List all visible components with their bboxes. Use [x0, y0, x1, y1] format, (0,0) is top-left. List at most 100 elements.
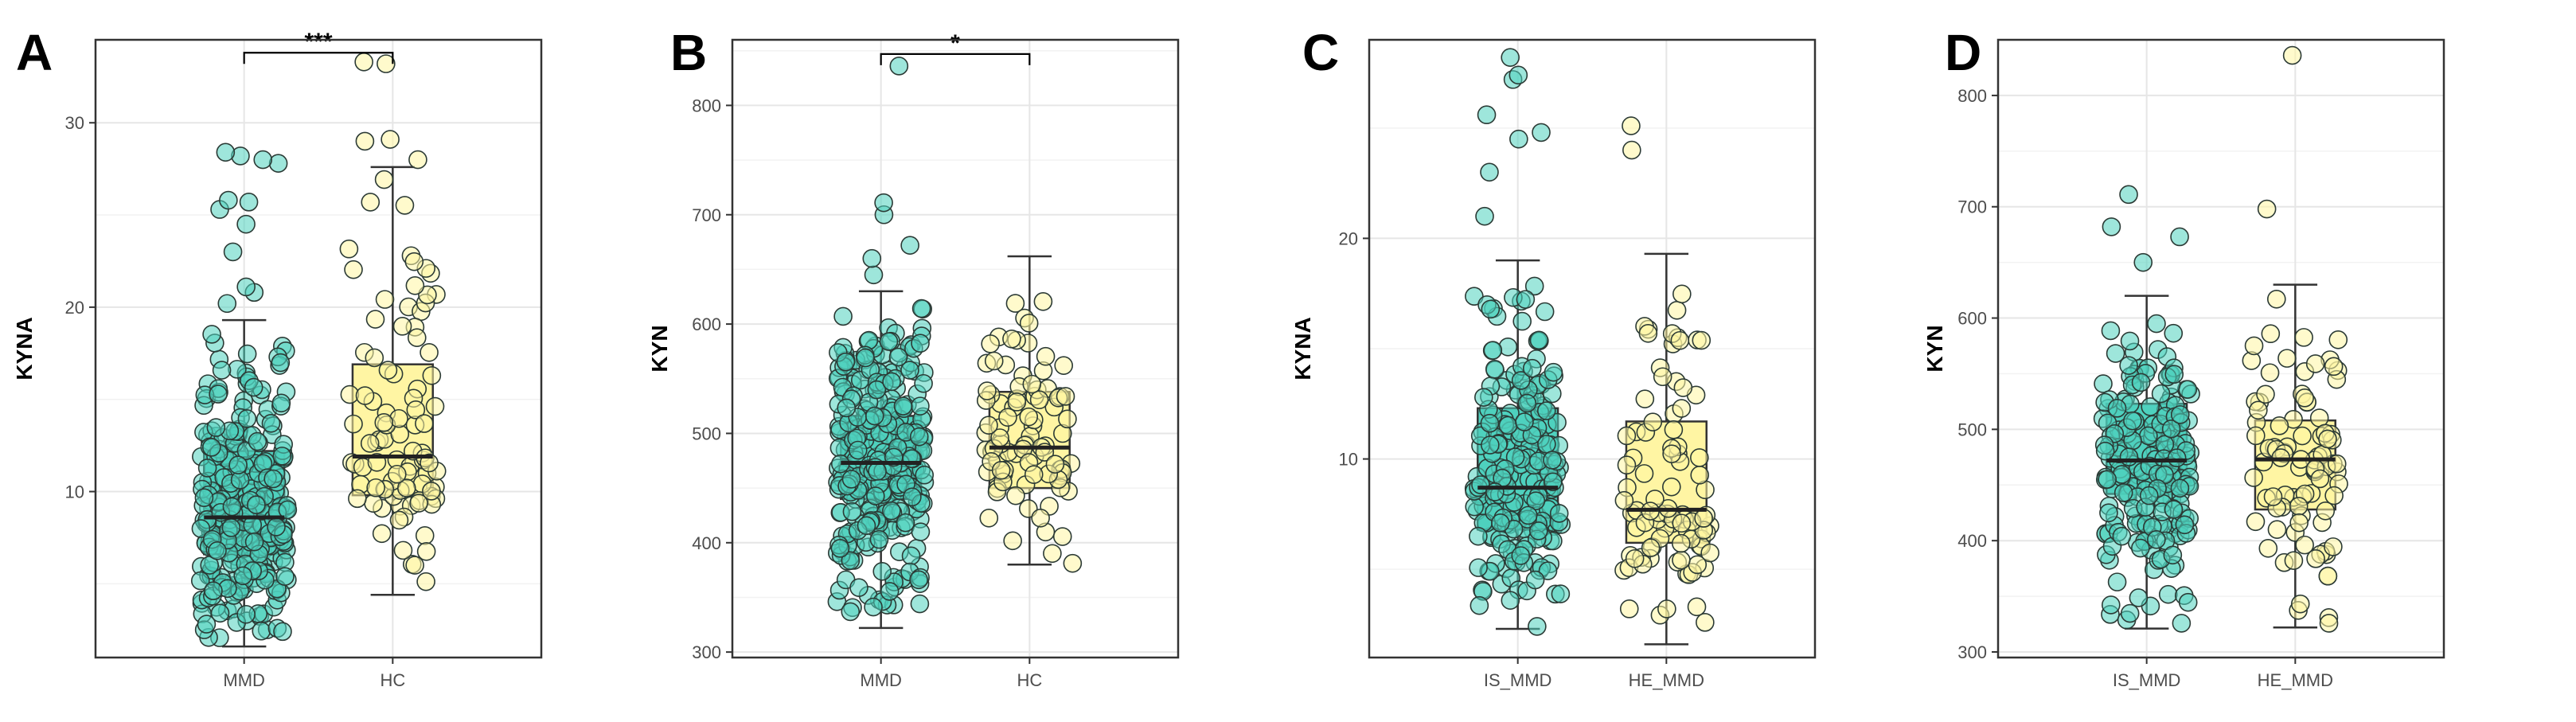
y-tick-label: 20	[65, 298, 84, 318]
panel-letter-D: D	[1945, 24, 1981, 81]
data-point	[2161, 419, 2181, 439]
data-point	[1544, 362, 1563, 382]
data-point	[2170, 478, 2190, 498]
data-point	[841, 551, 861, 571]
data-point	[190, 571, 210, 591]
data-point	[857, 516, 876, 536]
group-HE_MMD	[1614, 116, 1719, 646]
data-point	[882, 501, 901, 521]
data-point	[880, 582, 900, 601]
data-point	[247, 495, 266, 515]
bracket-line	[880, 53, 1031, 65]
data-point	[1634, 464, 1654, 483]
data-point	[856, 348, 875, 368]
data-point	[222, 497, 242, 517]
data-point	[910, 594, 930, 614]
data-point	[1657, 599, 1676, 619]
data-point	[374, 413, 394, 432]
data-point	[2119, 356, 2138, 375]
data-point	[2310, 469, 2330, 489]
data-point	[1537, 435, 1556, 454]
data-point	[2170, 405, 2190, 424]
data-point	[2164, 323, 2184, 343]
data-point	[1002, 329, 1021, 349]
data-point	[1505, 447, 1525, 466]
group-HC	[339, 52, 447, 596]
panel-letter-B: B	[670, 24, 707, 81]
data-point	[1687, 597, 1707, 617]
data-point	[248, 431, 267, 451]
data-point	[2249, 400, 2268, 420]
data-point	[864, 597, 883, 617]
data-point	[2172, 614, 2192, 633]
outlier-point	[864, 265, 884, 285]
data-point	[2129, 588, 2149, 607]
data-point	[392, 317, 412, 336]
data-point	[882, 372, 901, 392]
data-point	[2328, 330, 2348, 349]
data-point	[360, 434, 380, 453]
data-point	[901, 546, 921, 566]
group-HE_MMD	[2242, 45, 2348, 633]
data-point	[1625, 548, 1645, 568]
data-point	[374, 170, 394, 189]
data-point	[2295, 388, 2314, 408]
data-point	[1043, 544, 1062, 564]
data-point	[204, 581, 223, 601]
data-point	[2318, 429, 2337, 449]
data-point	[273, 622, 292, 642]
y-tick-label: 400	[692, 533, 721, 553]
data-point	[409, 494, 428, 513]
data-point	[344, 414, 363, 434]
data-point	[1465, 287, 1484, 306]
data-point	[2270, 416, 2289, 435]
y-tick-label: 10	[1339, 450, 1358, 470]
data-point	[2094, 374, 2113, 393]
x-tick-label: MMD	[223, 670, 265, 690]
data-point	[194, 488, 214, 508]
data-point	[1653, 367, 1672, 387]
data-point	[1638, 324, 1658, 343]
data-point	[1512, 311, 1532, 331]
group-MMD	[827, 57, 935, 630]
data-point	[1029, 390, 1049, 410]
data-point	[2175, 515, 2195, 535]
data-point	[2246, 512, 2266, 532]
data-point	[1480, 413, 1500, 433]
data-point	[2107, 399, 2127, 418]
data-point	[197, 459, 217, 478]
data-point	[1673, 378, 1693, 397]
data-point	[2284, 551, 2304, 570]
data-point	[2305, 354, 2325, 373]
data-point	[2107, 572, 2127, 591]
data-point	[221, 518, 241, 537]
outlier-point	[1509, 129, 1528, 149]
data-point	[1671, 533, 1691, 553]
data-point	[416, 572, 435, 591]
data-point	[893, 396, 913, 416]
data-point	[2098, 470, 2117, 490]
data-point	[1694, 509, 1713, 528]
data-point	[1548, 412, 1567, 432]
data-point	[244, 532, 264, 552]
data-point	[1511, 371, 1531, 390]
data-point	[841, 470, 861, 489]
data-point	[2293, 426, 2312, 446]
data-point	[1491, 513, 1510, 533]
data-point	[2260, 363, 2280, 383]
outlier-point	[219, 190, 238, 210]
data-point	[271, 353, 291, 373]
data-point	[1522, 358, 1542, 378]
data-point	[237, 409, 257, 428]
data-point	[1690, 448, 1709, 467]
data-point	[1024, 465, 1044, 484]
data-point	[1006, 486, 1025, 505]
group-IS_MMD	[1464, 48, 1571, 636]
data-point	[366, 478, 385, 498]
data-point	[1498, 416, 1518, 435]
data-point	[1664, 420, 1684, 439]
data-point	[2295, 535, 2314, 555]
y-tick-label: 500	[1957, 420, 1987, 439]
data-point	[348, 489, 367, 509]
significance-bracket: *	[880, 30, 1031, 65]
